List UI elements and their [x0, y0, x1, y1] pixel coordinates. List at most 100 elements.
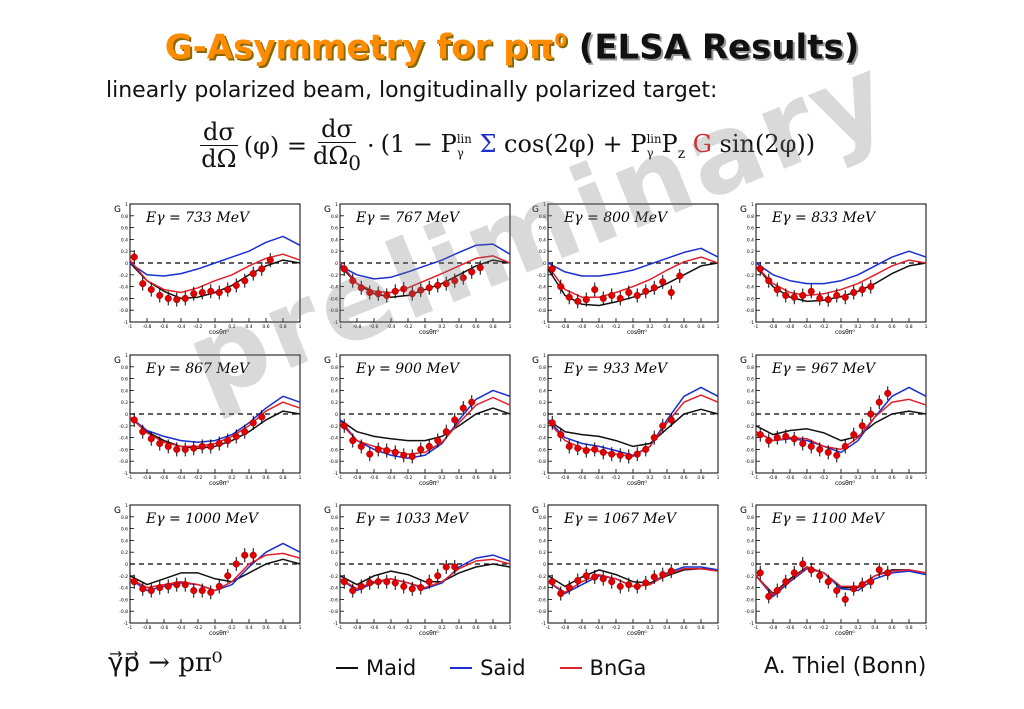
data-point: [608, 450, 616, 458]
data-point: [417, 286, 425, 294]
y-tick-label: 1: [335, 353, 338, 359]
curve-bnga: [755, 259, 927, 297]
data-point: [875, 398, 883, 406]
y-tick-label: 1: [751, 503, 754, 509]
panel-energy-label: Eγ = 833 MeV: [771, 210, 877, 226]
y-tick-label: -1: [750, 320, 755, 326]
data-point: [642, 287, 650, 295]
x-tick-label: -0.2: [612, 625, 621, 631]
y-tick-label: 1: [751, 353, 754, 359]
y-tick-label: -1: [124, 320, 129, 326]
data-point: [557, 283, 565, 291]
data-point: [241, 277, 249, 285]
x-tick-label: -0.8: [143, 475, 152, 481]
formula-rhs-den: dΩ0: [313, 142, 362, 175]
data-point: [156, 439, 164, 448]
data-point: [591, 286, 599, 294]
x-tick-label: -0.8: [769, 475, 778, 481]
x-tick-label: -0.6: [578, 475, 587, 481]
data-point: [408, 585, 416, 593]
x-tick-label: -1: [754, 475, 759, 481]
x-tick-label: -0.2: [404, 625, 413, 631]
y-tick-label: -0.8: [329, 609, 338, 615]
data-point: [400, 285, 408, 293]
y-tick-label: 0.8: [539, 214, 546, 220]
y-tick-label: -0.2: [119, 574, 128, 580]
data-point: [258, 413, 266, 421]
x-tick-label: -0.6: [578, 324, 587, 330]
data-point: [799, 439, 807, 448]
data-point: [391, 448, 399, 456]
x-tick-label: -0.4: [177, 475, 186, 481]
data-point: [340, 578, 348, 586]
y-tick-label: -1: [334, 621, 339, 627]
y-tick-label: 0.4: [747, 388, 754, 394]
y-tick-label: 0.2: [539, 400, 546, 406]
x-tick-label: -0.4: [387, 475, 396, 481]
x-tick-label: -0.4: [595, 475, 604, 481]
panel-1: -1 -0.8 -0.6 -0.4 -0.2 0 0.2 0.4 0.6 0.8 1 -1 -0.8 -0…: [114, 202, 302, 336]
data-point: [400, 451, 408, 459]
y-tick-label: 0.2: [747, 400, 754, 406]
data-point: [667, 416, 675, 424]
data-point: [633, 582, 641, 590]
data-point: [582, 447, 590, 455]
y-tick-label: 0.4: [539, 538, 546, 544]
data-point: [650, 434, 658, 442]
data-point: [357, 284, 365, 292]
x-tick-label: -0.4: [595, 324, 604, 330]
data-point: [232, 281, 240, 289]
y-tick-label: 0.6: [331, 527, 338, 533]
y-tick-label: 0.6: [121, 377, 128, 383]
y-tick-label: 0: [543, 562, 546, 568]
y-tick-label: -0.8: [119, 609, 128, 615]
x-tick-label: 0.8: [279, 475, 286, 481]
x-tick-label: 0.2: [438, 324, 445, 330]
x-tick-label: 0.8: [489, 475, 496, 481]
data-point: [451, 563, 459, 571]
curve-said: [547, 247, 719, 277]
x-tick-label: 0.6: [680, 475, 687, 481]
x-tick-label: 0.6: [680, 625, 687, 631]
data-point: [773, 434, 781, 442]
data-point: [181, 581, 189, 589]
formula-rhs-num: dσ: [318, 116, 356, 143]
data-point: [459, 274, 467, 282]
data-point: [164, 442, 172, 451]
data-point: [574, 297, 582, 305]
data-point: [366, 450, 374, 458]
x-axis-label: cosθπ⁰: [419, 480, 439, 487]
y-tick-label: 0.2: [747, 249, 754, 255]
data-point: [799, 560, 807, 568]
legend-label-bnga: BnGa: [589, 656, 647, 680]
data-point: [582, 296, 590, 304]
data-point: [867, 578, 875, 586]
y-tick-label: -0.6: [537, 597, 546, 603]
x-axis-label: cosθπ⁰: [627, 480, 647, 487]
data-point: [574, 576, 582, 585]
y-tick-label: 1: [125, 503, 128, 509]
y-tick-label: -0.2: [537, 574, 546, 580]
x-tick-label: 1: [717, 625, 720, 631]
curve-maid: [339, 563, 511, 586]
data-point: [625, 288, 633, 297]
reaction-label: γ⃗p⃗ → pπ⁰: [108, 648, 223, 678]
data-point: [408, 452, 416, 461]
y-tick-label: 0.4: [539, 388, 546, 394]
panel-3: -1 -0.8 -0.6 -0.4 -0.2 0 0.2 0.4 0.6 0.8 1 -1 -0.8 -0…: [532, 202, 720, 336]
y-axis-label: G: [114, 205, 121, 215]
data-point: [451, 416, 459, 424]
data-point: [366, 579, 374, 587]
data-point: [659, 422, 667, 430]
data-point: [642, 445, 650, 453]
legend-item-maid: Maid: [336, 656, 416, 680]
data-point: [434, 281, 442, 289]
panel-energy-label: Eγ = 733 MeV: [145, 210, 251, 226]
y-tick-label: 0: [543, 261, 546, 267]
data-point: [374, 578, 382, 586]
x-tick-label: 0.6: [472, 324, 479, 330]
panel-energy-label: Eγ = 767 MeV: [355, 210, 461, 226]
y-tick-label: 0: [125, 562, 128, 568]
x-tick-label: -0.8: [561, 625, 570, 631]
title-part1: G-Asymmetry for pπ: [164, 27, 555, 68]
